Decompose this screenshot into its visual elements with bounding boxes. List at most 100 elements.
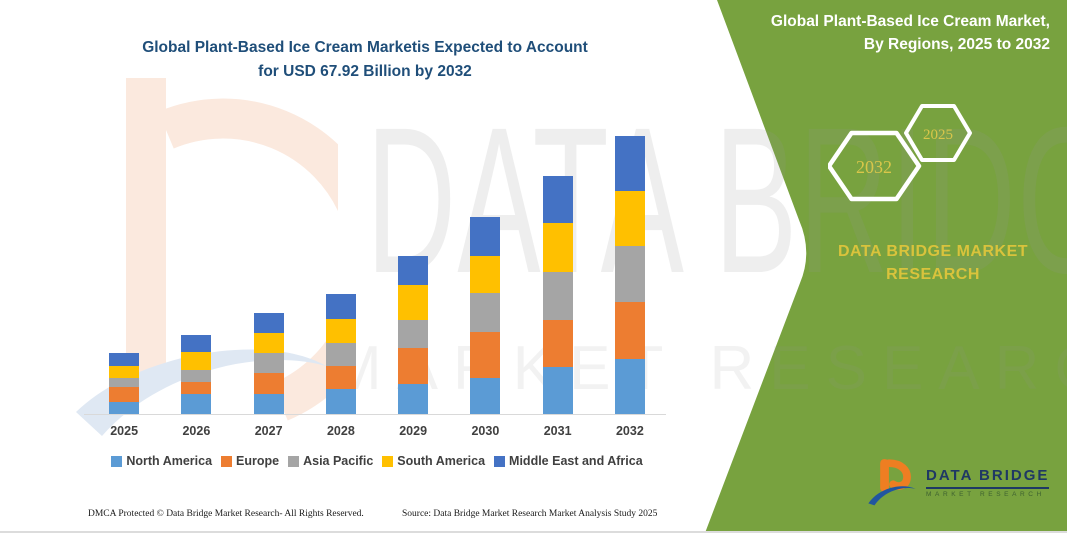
bar-segment-middle-east-and-africa — [398, 255, 429, 286]
bar-segment-middle-east-and-africa — [470, 217, 501, 256]
logo-name-text: DATA BRIDGE — [926, 468, 1050, 489]
x-axis-baseline — [84, 414, 666, 415]
bar-segment-asia-pacific — [181, 370, 212, 383]
legend-swatch-icon — [494, 455, 506, 467]
watermark-b-stem — [126, 78, 166, 378]
legend-swatch-icon — [111, 455, 123, 467]
bar-column-2028 — [305, 120, 377, 414]
legend-item-middle-east-and-africa: Middle East and Africa — [494, 454, 643, 468]
bar-segment-south-america — [253, 332, 284, 354]
legend-label: Europe — [236, 454, 280, 468]
dmca-copyright-text: DMCA Protected © Data Bridge Market Rese… — [88, 509, 364, 519]
bar-segment-middle-east-and-africa — [253, 312, 284, 333]
hexagon-2032-label: 2032 — [856, 157, 892, 177]
bar-segment-europe — [253, 373, 284, 394]
x-axis-year-labels: 2025 2026 2027 2028 2029 2030 2031 2032 — [88, 424, 666, 438]
side-panel-title-line1: Global Plant-Based Ice Cream Market, — [770, 13, 1050, 30]
bar-segment-asia-pacific — [398, 319, 429, 349]
year-label-2031: 2031 — [543, 424, 572, 438]
stacked-bar-2027 — [253, 312, 284, 414]
hexagon-2025 — [904, 104, 972, 162]
logo-b-stem — [880, 459, 889, 492]
bar-segment-south-america — [325, 318, 356, 343]
hexagon-2025-label: 2025 — [923, 127, 953, 143]
bar-column-2029 — [377, 120, 449, 414]
bar-segment-asia-pacific — [109, 377, 140, 387]
bar-column-2026 — [160, 120, 232, 414]
stacked-bar-2025 — [109, 353, 140, 414]
bar-segment-north-america — [614, 359, 645, 414]
forecast-year-hexagons: 2032 2025 — [828, 104, 972, 202]
bar-segment-europe — [542, 320, 573, 368]
chart-title: Global Plant-Based Ice Cream Marketis Ex… — [85, 36, 645, 84]
stacked-bar-2031 — [542, 176, 573, 414]
legend-swatch-icon — [382, 455, 394, 467]
year-label-2026: 2026 — [182, 424, 211, 438]
legend-label: Middle East and Africa — [509, 454, 643, 468]
data-bridge-logo-icon — [868, 459, 916, 506]
green-panel-path — [705, 0, 1067, 531]
bar-segment-north-america — [470, 377, 501, 414]
bar-column-2027 — [233, 120, 305, 414]
bar-segment-south-america — [542, 223, 573, 273]
year-label-2030: 2030 — [471, 424, 500, 438]
bar-segment-south-america — [470, 255, 501, 294]
bar-segment-europe — [614, 302, 645, 360]
bar-segment-europe — [109, 386, 140, 402]
bar-segment-asia-pacific — [325, 342, 356, 366]
legend-swatch-icon — [288, 455, 300, 467]
year-label-2028: 2028 — [326, 424, 355, 438]
legend-label: South America — [397, 454, 486, 468]
year-label-2032: 2032 — [615, 424, 644, 438]
data-bridge-logo: DATA BRIDGE MARKET RESEARCH — [866, 456, 1050, 510]
bar-segment-middle-east-and-africa — [109, 353, 140, 366]
chart-title-line2: for USD 67.92 Billion by 2032 — [258, 63, 472, 81]
brand-wordmark: DATA BRIDGE MARKET RESEARCH — [818, 240, 1048, 286]
bar-segment-south-america — [181, 351, 212, 371]
stacked-bar-plot — [88, 120, 666, 414]
legend-item-asia-pacific: Asia Pacific — [288, 454, 373, 468]
year-label-2025: 2025 — [110, 424, 139, 438]
bar-segment-asia-pacific — [614, 246, 645, 303]
bar-column-2025 — [88, 120, 160, 414]
bar-segment-europe — [398, 348, 429, 384]
bar-segment-south-america — [398, 285, 429, 320]
side-panel-title-line2: By Regions, 2025 to 2032 — [863, 36, 1050, 54]
bar-segment-north-america — [325, 389, 356, 414]
bar-segment-south-america — [614, 191, 645, 247]
stacked-bar-2030 — [470, 217, 501, 414]
logo-text-block: DATA BRIDGE MARKET RESEARCH — [926, 468, 1050, 498]
legend-item-north-america: North America — [111, 454, 212, 468]
bar-segment-middle-east-and-africa — [325, 293, 356, 319]
stacked-bar-2029 — [398, 255, 429, 414]
logo-swoosh — [868, 486, 916, 506]
year-label-2027: 2027 — [254, 424, 283, 438]
hexagon-2032 — [828, 130, 922, 202]
logo-sub-text: MARKET RESEARCH — [926, 490, 1045, 498]
legend-item-south-america: South America — [382, 454, 485, 468]
brand-wordmark-line2: RESEARCH — [886, 266, 980, 284]
bar-segment-north-america — [398, 383, 429, 414]
bar-segment-asia-pacific — [542, 272, 573, 321]
bar-segment-asia-pacific — [470, 293, 501, 332]
legend-label: Asia Pacific — [303, 454, 374, 468]
brand-wordmark-line1: DATA BRIDGE MARKET — [837, 243, 1029, 260]
year-label-2029: 2029 — [399, 424, 428, 438]
bar-segment-europe — [181, 382, 212, 394]
bar-column-2031 — [522, 120, 594, 414]
stacked-bar-2026 — [181, 335, 212, 414]
logo-b-bowl — [885, 459, 911, 490]
bar-segment-south-america — [109, 365, 140, 378]
stacked-bar-2028 — [325, 293, 356, 414]
bar-segment-middle-east-and-africa — [181, 335, 212, 352]
bar-segment-north-america — [109, 401, 140, 414]
bar-column-2030 — [449, 120, 521, 414]
bar-segment-asia-pacific — [253, 353, 284, 374]
side-panel-title: Global Plant-Based Ice Cream Market, By … — [728, 10, 1050, 57]
bar-segment-middle-east-and-africa — [542, 176, 573, 224]
legend-item-europe: Europe — [221, 454, 279, 468]
legend-label: North America — [126, 454, 213, 468]
stacked-bar-2032 — [614, 136, 645, 414]
